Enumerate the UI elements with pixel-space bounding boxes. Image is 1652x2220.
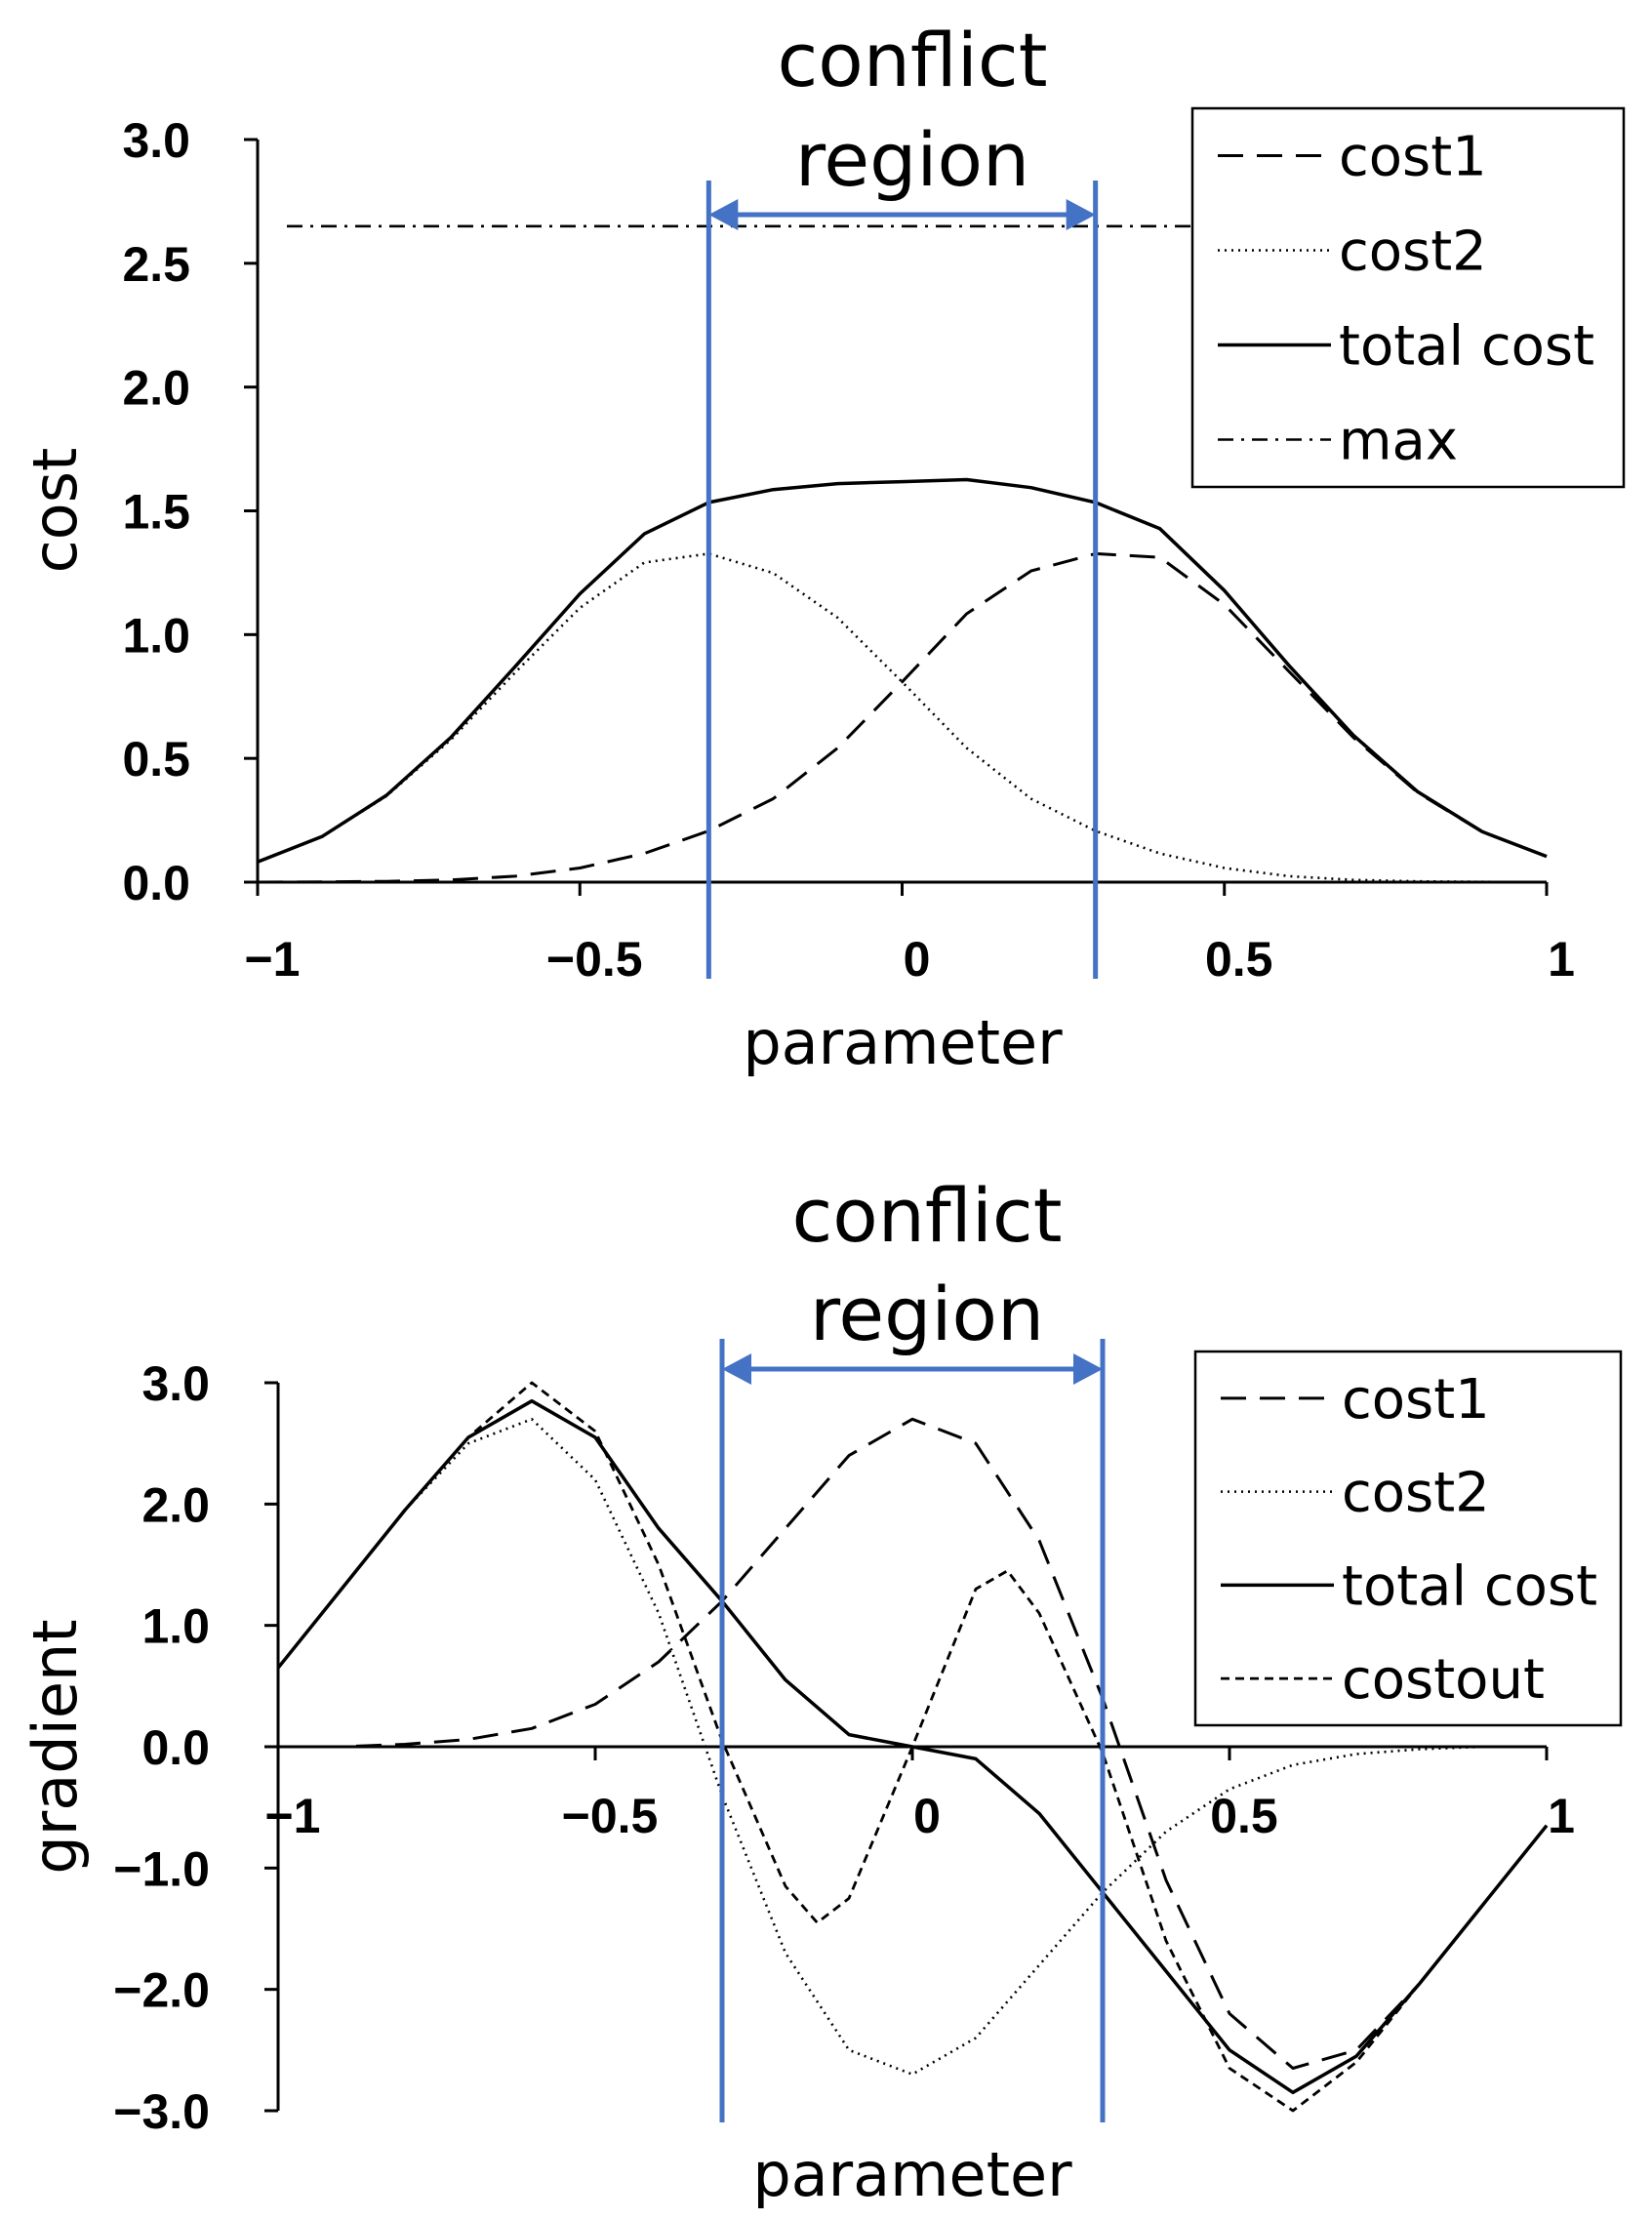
x-tick-label: −1 — [264, 1789, 320, 1843]
y-tick-label: 3.0 — [122, 113, 190, 168]
x-tick-label: 1 — [1548, 932, 1575, 987]
x-tick-label: 1 — [1548, 1789, 1575, 1843]
conflict-region-title-line2: region — [810, 1271, 1044, 1357]
legend: cost1 cost2 total cost costout — [1193, 1350, 1623, 1727]
x-tick-label: 0.5 — [1210, 1789, 1278, 1843]
series-line-cost2 — [257, 552, 1548, 884]
conflict-arrow-head-right — [1073, 1353, 1103, 1385]
x-tick-label: −0.5 — [546, 932, 643, 987]
legend: cost1 cost2 total cost max — [1190, 106, 1626, 489]
y-tick-label: 1.0 — [141, 1599, 210, 1654]
x-tick-label: 0 — [913, 1789, 941, 1843]
x-tick-label: 0 — [904, 932, 931, 987]
y-tick-label: 0.0 — [141, 1720, 210, 1775]
y-tick-label: 3.0 — [141, 1356, 210, 1411]
x-tick-label: −0.5 — [562, 1789, 659, 1843]
conflict-region-title-line1: conflict — [791, 1172, 1062, 1259]
series-line-cost1 — [278, 1417, 1549, 2070]
conflict-arrow-head-left — [722, 1353, 751, 1385]
y-axis-label: cost — [20, 448, 91, 574]
x-axis-label: parameter — [752, 2139, 1072, 2210]
y-tick-label: 0.5 — [122, 732, 190, 787]
y-axis-label: gradient — [20, 1619, 91, 1874]
series-line-costout — [276, 1381, 1549, 2113]
y-tick-label: 1.0 — [122, 608, 190, 663]
legend-label: cost1 — [1342, 1368, 1490, 1432]
x-axis-label: parameter — [743, 1007, 1063, 1078]
legend-label: max — [1339, 410, 1458, 473]
x-tick-label: 0.5 — [1205, 932, 1273, 987]
conflict-arrow-head-right — [1066, 199, 1096, 230]
chart-panel-2: −3.0 −2.0 −1.0 0.0 1.0 2.0 3.0 −1 −0.5 0 0.5 1 param… — [20, 1172, 1623, 2210]
legend-label: costout — [1342, 1648, 1545, 1712]
chart-panel-1: 0.0 0.5 1.0 1.5 2.0 2.5 3.0 −1 −0.5 0 0.5 1 paramete… — [20, 17, 1626, 1078]
legend-label: cost2 — [1339, 221, 1487, 284]
legend-box — [1193, 1350, 1623, 1727]
y-tick-label: −1.0 — [113, 1841, 210, 1896]
y-tick-label: 0.0 — [122, 856, 190, 910]
legend-label: total cost — [1339, 315, 1594, 379]
legend-label: cost2 — [1342, 1462, 1490, 1525]
series-line-cost1 — [257, 551, 1548, 884]
y-tick-label: 2.0 — [141, 1477, 210, 1532]
series-line-total-cost — [257, 477, 1548, 864]
conflict-region-title-line1: conflict — [777, 17, 1047, 103]
y-tick-label: −3.0 — [113, 2084, 210, 2139]
legend-box — [1190, 106, 1626, 489]
y-tick-label: 2.0 — [122, 361, 190, 416]
conflict-arrow-head-left — [708, 199, 739, 230]
y-tick-label: 2.5 — [122, 237, 190, 292]
y-tick-label: 1.5 — [122, 485, 190, 540]
x-tick-label: −1 — [244, 932, 300, 987]
conflict-region-title-line2: region — [795, 116, 1029, 203]
legend-label: total cost — [1342, 1554, 1597, 1618]
y-tick-label: −2.0 — [113, 1963, 210, 2018]
legend-label: cost1 — [1339, 126, 1487, 189]
